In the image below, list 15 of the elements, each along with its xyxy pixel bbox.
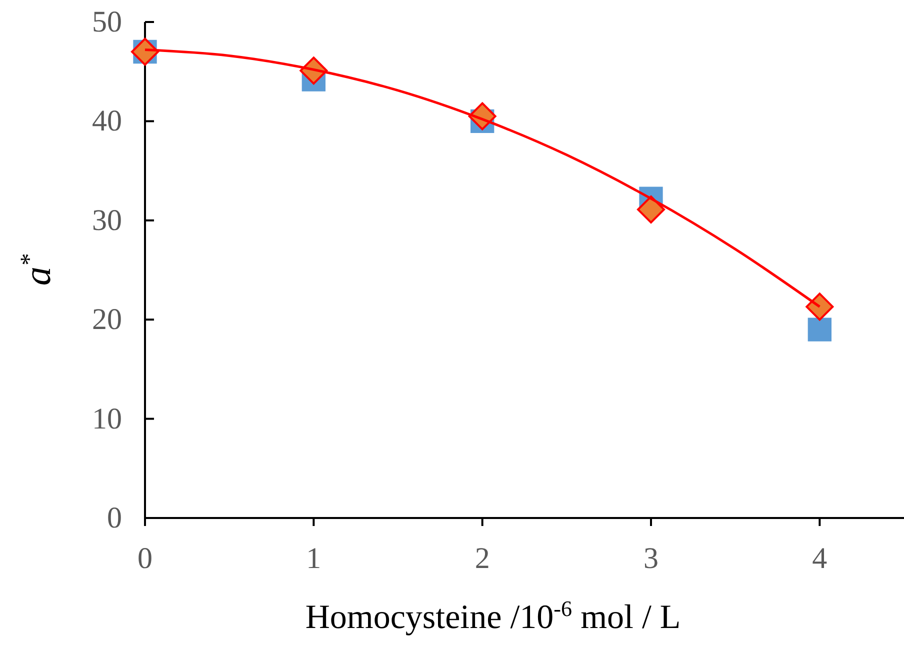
y-tick-label: 50: [92, 6, 122, 38]
x-tick-label: 3: [644, 542, 658, 575]
x-tick-label: 1: [306, 542, 322, 575]
point: [808, 318, 832, 342]
y-tick-label: 30: [92, 204, 122, 237]
y-tick-label: 10: [92, 402, 122, 436]
x-tick-label: 4: [812, 542, 828, 575]
y-tick-label: 40: [92, 104, 122, 138]
point: [637, 195, 665, 224]
x-axis-title: Homocysteine /10$^{-6}$ mol / L: [305, 596, 681, 636]
point: [806, 292, 834, 321]
y-tick-label: 20: [92, 303, 122, 336]
x-tick-label: 2: [474, 542, 490, 575]
x-tick-label: 0: [138, 542, 152, 575]
y-tick-label: 0: [107, 502, 122, 534]
